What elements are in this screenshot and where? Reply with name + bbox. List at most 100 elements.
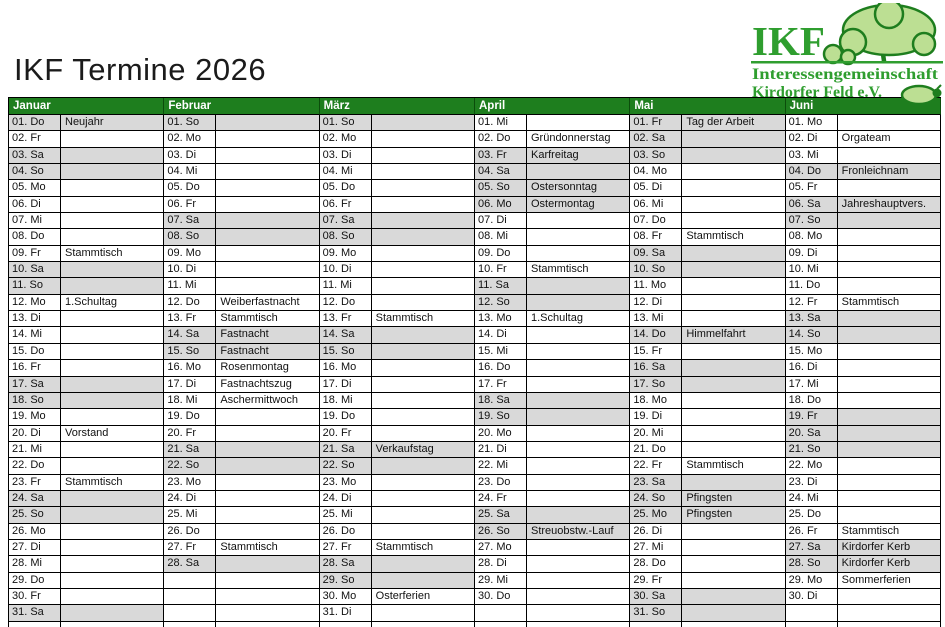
day-row: 03. Fr Karfreitag [474,147,631,165]
day-date-cell: 26. Do [164,523,217,540]
day-row: 07. So [785,213,941,230]
day-date-cell: 15. So [319,343,372,361]
day-date-cell: 14. So [785,327,838,344]
day-row: 24. Mi [785,490,941,508]
day-date-cell: 03. Fr [474,147,527,165]
day-date-cell: 07. Do [630,213,683,230]
day-event-cell [216,441,320,459]
day-row: 29. Mi [474,572,631,589]
day-event-cell [682,556,786,573]
day-date-cell: 22. So [319,458,372,475]
day-row: 12. Mo 1.Schultag [9,294,165,312]
month-column-juni: Juni 01. Mo 02. Di Orgateam 03. Mi 04. Do Fron… [785,98,941,627]
day-row: 24. Di [319,490,475,508]
day-row: 22. Mi [474,458,631,475]
day-event-cell [371,147,475,165]
day-event-cell [526,164,631,181]
day-event-cell [371,556,475,573]
day-row: 05. Mo [9,180,165,197]
day-event-cell [371,131,475,148]
day-row: 28. Sa [164,556,320,573]
day-event-cell [837,278,941,295]
day-date-cell: 01. So [164,115,217,132]
day-row: 11. Sa [474,278,631,295]
day-row: 27. Di [9,539,165,557]
day-event-cell [837,392,941,410]
day-date-cell: 02. Sa [630,131,683,148]
day-date-cell: 23. Mo [319,474,372,491]
day-date-cell: 19. Do [164,409,217,426]
day-row: 16. Di [785,360,941,377]
day-row: 01. So [164,115,320,132]
day-event-cell [61,523,165,540]
day-event-cell [837,621,941,627]
day-event-cell [837,180,941,197]
day-event-cell [837,441,941,459]
day-row: 15. So [319,343,475,361]
day-date-cell: 02. Di [785,131,838,148]
day-date-cell: 10. Sa [9,262,61,279]
day-row: 10. Sa [9,262,165,279]
day-event-cell [682,147,786,165]
day-date-cell: 06. Di [9,196,61,214]
day-date-cell: 25. Sa [474,507,527,524]
day-date-cell: 03. Sa [9,147,61,165]
day-event-cell [371,278,475,295]
day-row: 09. Sa [630,245,786,263]
day-row: 08. Mo [785,229,941,246]
day-event-cell [837,311,941,328]
day-date-cell [164,572,217,589]
month-header: Februar [164,98,320,115]
day-row: 30. Di [785,588,941,606]
day-date-cell: 18. Do [785,392,838,410]
day-event-cell [371,490,475,508]
day-event-cell [526,229,631,246]
day-date-cell: 25. So [9,507,61,524]
day-row: 11. So [9,278,165,295]
day-date-cell [474,605,527,622]
day-date-cell: 24. Di [319,490,372,508]
day-date-cell: 08. Fr [630,229,683,246]
day-date-cell: 25. Mi [164,507,217,524]
day-row: 13. Fr Stammtisch [164,311,320,328]
day-event-cell: Vorstand [61,425,165,442]
day-event-cell [682,311,786,328]
day-date-cell: 02. Mo [319,131,372,148]
day-event-cell: Stammtisch [61,474,165,491]
day-event-cell [216,180,320,197]
day-row: 23. Mo [319,474,475,491]
day-row: 21. Di [474,441,631,459]
day-event-cell [216,229,320,246]
day-date-cell: 09. Sa [630,245,683,263]
day-event-cell [371,605,475,622]
day-event-cell [682,180,786,197]
day-date-cell: 15. Mi [474,343,527,361]
day-event-cell: Jahreshauptvers. [837,196,941,214]
day-event-cell [371,245,475,263]
day-date-cell: 19. So [474,409,527,426]
day-row: 04. Sa [474,164,631,181]
day-row: 02. Mo [319,131,475,148]
day-row: 08. Do [9,229,165,246]
day-event-cell [837,474,941,491]
day-event-cell [837,147,941,165]
logo-line2: Kirdorfer Feld e.V. [752,84,882,101]
day-date-cell: 12. Di [630,294,683,312]
day-event-cell [837,425,941,442]
day-date-cell: 04. Mi [164,164,217,181]
day-date-cell: 15. So [164,343,217,361]
day-date-cell: 19. Mo [9,409,61,426]
day-row: 12. Do [319,294,475,312]
day-date-cell: 31. Di [319,605,372,622]
day-event-cell [526,588,631,606]
day-row: 25. Mo Pfingsten [630,507,786,524]
day-event-cell [61,572,165,589]
day-date-cell: 09. Do [474,245,527,263]
day-row: 10. Di [164,262,320,279]
day-event-cell [61,490,165,508]
day-date-cell: 03. So [630,147,683,165]
day-row: 21. Mi [9,441,165,459]
day-event-cell [682,294,786,312]
day-date-cell: 06. Fr [319,196,372,214]
